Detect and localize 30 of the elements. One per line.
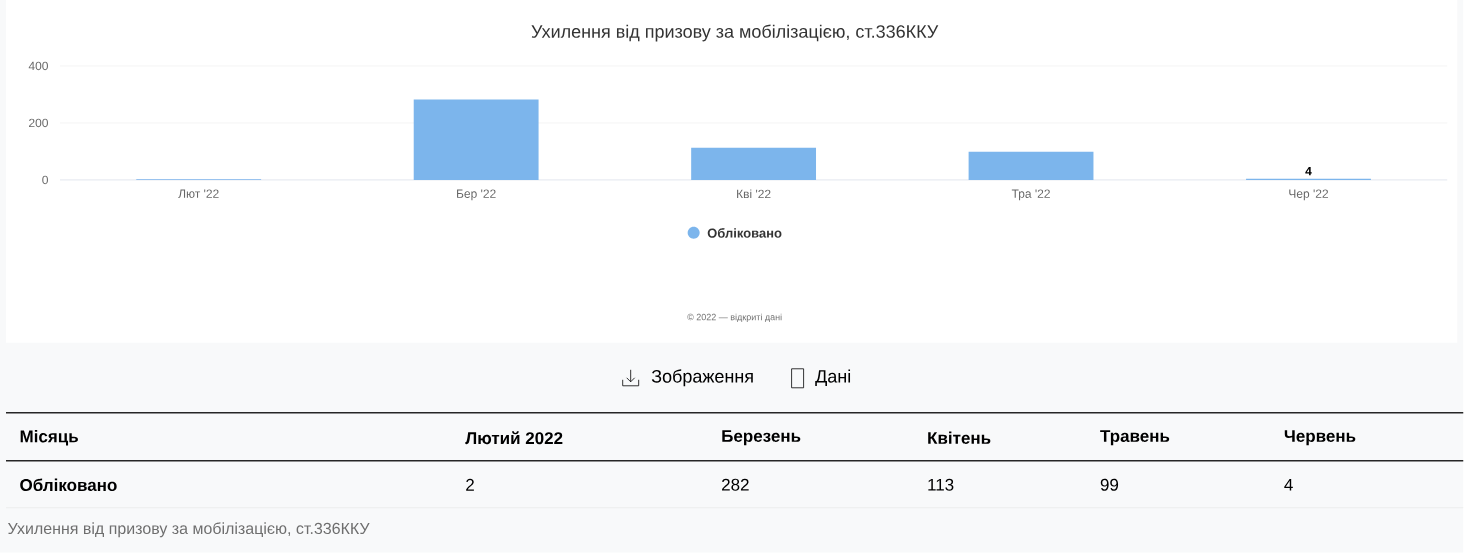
text: 2 — [466, 478, 474, 491]
x-tick-label: Тра '22 — [1011, 189, 1050, 201]
text: Лютий 2022 — [465, 431, 563, 445]
chart-title: Ухилення від призову за мобілізацією, ст.336ККУ — [531, 24, 939, 42]
x-tick-label: Лют '22 — [178, 189, 219, 199]
text: 113 — [928, 478, 954, 491]
text: Березень — [722, 430, 801, 446]
bar — [691, 147, 817, 181]
text: Квітень — [928, 431, 991, 445]
text: © 2022 — відкриті дані — [687, 313, 782, 323]
text: Обліковано — [20, 478, 117, 492]
text: Червень — [1284, 430, 1356, 446]
text: 99 — [1100, 478, 1119, 491]
y-tick-label: 0 — [42, 175, 48, 185]
text: Зображення — [651, 369, 753, 387]
y-tick-label: 400 — [28, 61, 48, 71]
text: Дані — [815, 369, 851, 387]
bar — [968, 151, 1094, 181]
bar — [413, 99, 539, 181]
y-tick-label: 200 — [29, 118, 48, 128]
x-tick-label: Бер '22 — [457, 189, 496, 201]
text: Ухилення від призову за мобілізацією, ст.336ККУ — [7, 522, 370, 538]
text: 4 — [1284, 479, 1293, 491]
data-label: 4 — [1305, 167, 1312, 176]
x-tick-label: Кві '22 — [737, 189, 771, 199]
legend-label: Обліковано — [707, 228, 782, 238]
text: Місяць — [20, 430, 78, 446]
text: Травень — [1100, 430, 1170, 446]
x-tick-label: Чер '22 — [1289, 189, 1329, 201]
text: 282 — [722, 478, 749, 491]
